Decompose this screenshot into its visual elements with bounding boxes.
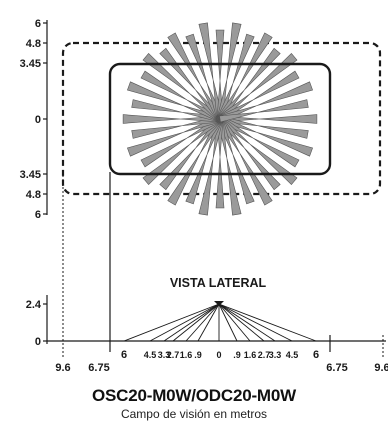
top-view-y-ticks <box>43 22 47 215</box>
x-tick-label: .9 <box>233 350 241 360</box>
inner-coverage-solid-rect <box>108 62 332 176</box>
fan-ray <box>218 303 293 342</box>
x-tick-label: 4.5 <box>144 350 157 360</box>
side-view-title: VISTA LATERAL <box>170 276 267 290</box>
x-tick-label: 1.6 <box>244 350 257 360</box>
top-y-tick-3.45-upper: 3.45 <box>20 58 41 70</box>
x-tick-label: 2.7 <box>167 350 180 360</box>
top-y-tick-0: 0 <box>35 114 41 126</box>
x-outer-label-9.6-right: 9.6 <box>374 362 388 374</box>
x-outer-label-6.75-right: 6.75 <box>326 362 347 374</box>
fan-ray <box>218 303 276 342</box>
starburst-ray <box>219 99 309 123</box>
fan-ray <box>163 303 220 342</box>
side-view-x-tick-labels: 6 4.5 3.32.7 1.6.9 0.9 1.6 2.73.3 4.5 6 <box>121 349 319 361</box>
fan-ray <box>123 303 220 342</box>
x-tick-label: 1.6 <box>180 350 193 360</box>
top-y-tick-4.8-lower: 4.8 <box>26 189 41 201</box>
fan-ray <box>197 303 220 342</box>
fan-ray <box>185 303 220 342</box>
fan-ray <box>172 303 220 342</box>
x-tick-label: 4.5 <box>286 350 299 360</box>
x-outer-label-6.75-left: 6.75 <box>88 362 109 374</box>
fan-ray <box>218 303 238 342</box>
top-y-tick-3.45-lower: 3.45 <box>20 169 41 181</box>
top-y-tick-6-upper: 6 <box>35 18 41 30</box>
x-tick-label: .9 <box>194 350 202 360</box>
top-y-tick-6-lower: 6 <box>35 209 41 221</box>
x-tick-label: 6 <box>121 349 127 361</box>
top-view-starburst <box>122 22 318 216</box>
x-tick-label: 6 <box>313 349 319 361</box>
x-outer-label-9.6-left: 9.6 <box>55 362 70 374</box>
side-y-tick-0: 0 <box>35 336 41 348</box>
sensor-marker <box>214 301 224 306</box>
fan-ray <box>218 303 251 342</box>
x-tick-label: 3.3 <box>158 350 171 360</box>
side-view-fan-rays <box>123 303 317 342</box>
top-y-tick-4.8-upper: 4.8 <box>26 38 41 50</box>
fan-ray <box>218 303 265 342</box>
x-tick-label: 3.3 <box>269 350 282 360</box>
fan-ray <box>218 303 317 342</box>
caption-subtitle: Campo de visión en metros <box>120 407 268 421</box>
x-tick-label: 0 <box>216 350 221 360</box>
model-title: OSC20-M0W/ODC20-M0W <box>91 386 296 405</box>
side-y-tick-2.4: 2.4 <box>26 299 42 311</box>
fan-ray <box>149 303 220 342</box>
x-tick-label: 2.7 <box>258 350 271 360</box>
